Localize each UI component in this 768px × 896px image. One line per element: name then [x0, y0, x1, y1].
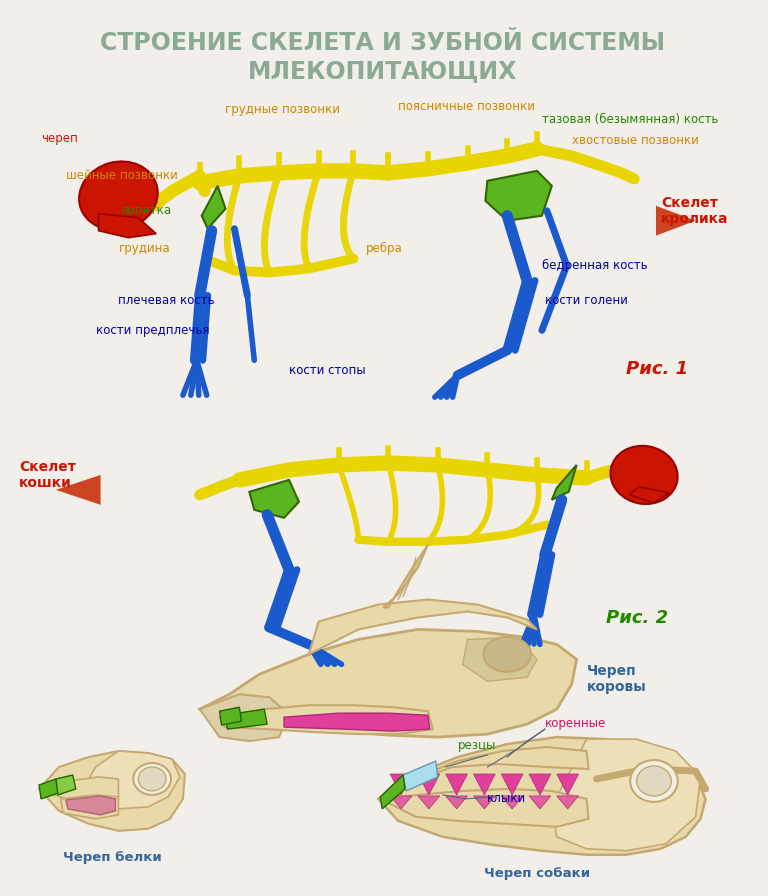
Polygon shape [473, 774, 495, 795]
Text: шейные позвонки: шейные позвонки [66, 169, 177, 183]
Text: поясничные позвонки: поясничные позвонки [398, 99, 535, 113]
Polygon shape [220, 707, 241, 725]
Text: Череп белки: Череп белки [63, 850, 162, 864]
Ellipse shape [483, 637, 531, 672]
Text: бедренная кость: бедренная кость [542, 259, 647, 272]
Polygon shape [250, 480, 299, 518]
Polygon shape [418, 796, 440, 809]
Polygon shape [383, 545, 428, 607]
Polygon shape [380, 775, 405, 809]
Polygon shape [98, 214, 156, 237]
Text: череп: череп [41, 133, 78, 145]
Polygon shape [445, 796, 468, 809]
Polygon shape [552, 465, 577, 500]
Polygon shape [39, 779, 59, 799]
Polygon shape [56, 775, 76, 795]
Polygon shape [418, 774, 440, 795]
Ellipse shape [134, 763, 171, 795]
Polygon shape [61, 795, 118, 819]
Polygon shape [502, 796, 523, 809]
Text: клыки: клыки [488, 792, 527, 806]
Polygon shape [202, 185, 226, 228]
Text: коренные: коренные [545, 717, 606, 729]
Polygon shape [200, 629, 577, 737]
Polygon shape [656, 206, 696, 236]
Polygon shape [462, 637, 537, 681]
Text: Скелет
кошки: Скелет кошки [19, 460, 76, 490]
Text: Череп
коровы: Череп коровы [587, 664, 647, 694]
Polygon shape [379, 747, 588, 799]
Polygon shape [629, 487, 669, 503]
Polygon shape [379, 737, 706, 855]
Text: СТРОЕНИЕ СКЕЛЕТА И ЗУБНОЙ СИСТЕМЫ: СТРОЕНИЕ СКЕЛЕТА И ЗУБНОЙ СИСТЕМЫ [100, 31, 665, 56]
Polygon shape [557, 774, 578, 795]
Text: тазовая (безымянная) кость: тазовая (безымянная) кость [542, 113, 718, 125]
Polygon shape [56, 475, 101, 504]
Polygon shape [502, 774, 523, 795]
Polygon shape [390, 774, 412, 795]
Ellipse shape [611, 446, 677, 504]
Polygon shape [86, 751, 180, 809]
Polygon shape [39, 777, 118, 804]
Polygon shape [552, 739, 700, 850]
Polygon shape [529, 796, 551, 809]
Text: грудина: грудина [118, 242, 170, 255]
Polygon shape [557, 796, 578, 809]
Text: Рис. 1: Рис. 1 [626, 360, 688, 378]
Polygon shape [200, 694, 289, 741]
Polygon shape [284, 713, 430, 731]
Text: плечевая кость: плечевая кость [118, 294, 215, 307]
Text: кости голени: кости голени [545, 294, 627, 307]
Ellipse shape [79, 161, 157, 230]
Polygon shape [220, 705, 433, 734]
Text: лопатка: лопатка [121, 204, 171, 217]
Text: Череп собаки: Череп собаки [484, 866, 590, 880]
Text: грудные позвонки: грудные позвонки [224, 102, 339, 116]
Text: МЛЕКОПИТАЮЩИХ: МЛЕКОПИТАЮЩИХ [247, 59, 517, 83]
Text: резцы: резцы [458, 738, 496, 752]
Text: кости предплечья: кости предплечья [95, 323, 209, 337]
Text: ребра: ребра [366, 242, 403, 255]
Ellipse shape [138, 767, 166, 791]
Polygon shape [445, 774, 468, 795]
Polygon shape [224, 710, 267, 729]
Text: Рис. 2: Рис. 2 [607, 609, 668, 627]
Polygon shape [309, 599, 537, 654]
Text: Скелет
кролика: Скелет кролика [661, 195, 728, 226]
Polygon shape [390, 796, 412, 809]
Text: хвостовые позвонки: хвостовые позвонки [571, 134, 699, 148]
Polygon shape [473, 796, 495, 809]
Ellipse shape [631, 760, 678, 802]
Polygon shape [66, 796, 115, 814]
Polygon shape [485, 171, 552, 220]
Polygon shape [39, 751, 185, 831]
Polygon shape [529, 774, 551, 795]
Polygon shape [379, 789, 588, 827]
Ellipse shape [637, 766, 671, 796]
Text: кости стопы: кости стопы [289, 364, 366, 376]
Polygon shape [403, 761, 438, 791]
